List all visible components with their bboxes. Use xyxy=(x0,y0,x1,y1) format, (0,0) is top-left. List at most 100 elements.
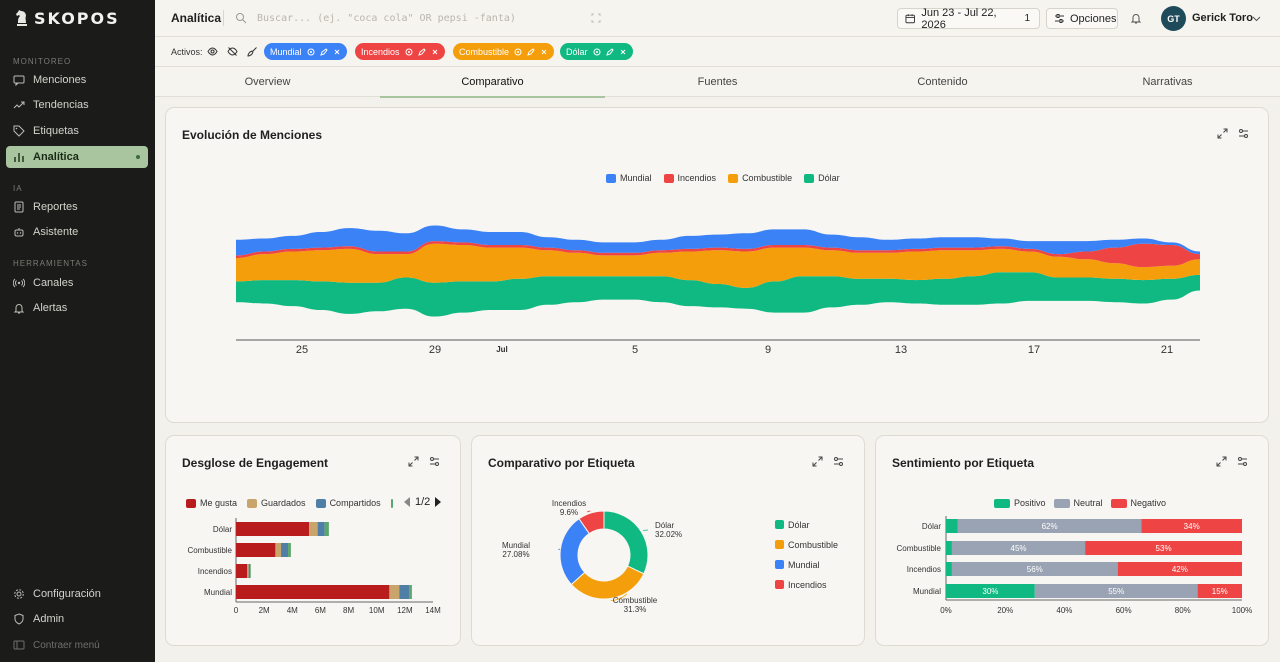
sidebar-item-etiquetas[interactable]: Etiquetas xyxy=(6,120,148,142)
sidebar-item-admin[interactable]: Admin xyxy=(6,608,148,630)
collapse-menu-button[interactable]: Contraer menú xyxy=(6,634,148,656)
tab-fuentes[interactable]: Fuentes xyxy=(697,76,738,88)
legend-label[interactable]: Dólar xyxy=(788,520,810,530)
tab-narrativas[interactable]: Narrativas xyxy=(1142,76,1193,88)
settings-sliders-icon[interactable] xyxy=(1238,128,1249,139)
bar-segment[interactable] xyxy=(1085,541,1242,555)
avatar[interactable]: GT xyxy=(1161,6,1186,31)
pencil-icon[interactable] xyxy=(527,47,535,56)
legend-dolar[interactable]: Dólar xyxy=(804,173,840,183)
legend-positivo[interactable]: Positivo xyxy=(994,498,1046,508)
bar-segment[interactable] xyxy=(236,564,248,578)
target-icon[interactable] xyxy=(405,48,413,56)
target-icon[interactable] xyxy=(514,48,522,56)
bar-segment[interactable] xyxy=(247,564,249,578)
legend-incendios[interactable]: Incendios xyxy=(663,173,716,183)
stream-area-mundial[interactable] xyxy=(236,225,1200,256)
bar-segment[interactable] xyxy=(946,584,1035,598)
bar-segment[interactable] xyxy=(1141,519,1242,533)
sidebar-item-reportes[interactable]: Reportes xyxy=(6,196,148,218)
legend-compartidos[interactable]: Compartidos xyxy=(315,498,381,508)
options-button[interactable]: Opciones xyxy=(1046,8,1118,29)
sidebar-item-tendencias[interactable]: Tendencias xyxy=(6,94,148,116)
bar-segment[interactable] xyxy=(951,541,1086,555)
bar-segment[interactable] xyxy=(236,543,276,557)
search-input[interactable] xyxy=(257,10,587,26)
bar-segment[interactable] xyxy=(951,562,1118,576)
filter-chip-dolar[interactable]: Dólar xyxy=(560,43,633,60)
pencil-icon[interactable] xyxy=(417,47,426,56)
brand-logo[interactable]: SKOPOS xyxy=(14,8,120,28)
tab-contenido[interactable]: Contenido xyxy=(917,76,968,88)
legend-guardados[interactable]: Guardados xyxy=(247,498,306,508)
maximize-icon[interactable] xyxy=(1217,128,1228,139)
bar-segment[interactable] xyxy=(946,562,952,576)
maximize-icon[interactable] xyxy=(408,456,419,467)
filter-chip-combustible[interactable]: Combustible xyxy=(453,43,555,60)
settings-sliders-icon[interactable] xyxy=(1237,456,1248,467)
sidebar-item-canales[interactable]: Canales xyxy=(6,272,148,294)
sidebar-item-analitica[interactable]: Analítica xyxy=(6,146,148,168)
settings-sliders-icon[interactable] xyxy=(833,456,844,467)
stream-area-dólar[interactable] xyxy=(236,272,1200,317)
bar-segment[interactable] xyxy=(250,564,251,578)
filter-chip-incendios[interactable]: Incendios xyxy=(355,43,445,60)
bar-segment[interactable] xyxy=(946,541,952,555)
sidebar-item-alertas[interactable]: Alertas xyxy=(6,297,148,319)
bar-segment[interactable] xyxy=(1117,562,1242,576)
target-icon[interactable] xyxy=(307,48,315,56)
tab-comparativo[interactable]: Comparativo xyxy=(380,67,605,98)
bar-segment[interactable] xyxy=(957,519,1142,533)
legend-label[interactable]: Incendios xyxy=(788,580,827,590)
maximize-icon[interactable] xyxy=(812,456,823,467)
legend-neutral[interactable]: Neutral xyxy=(1053,498,1103,508)
eye-off-icon[interactable] xyxy=(227,46,238,57)
user-name[interactable]: Gerick Toro xyxy=(1192,12,1253,24)
donut-slice-0[interactable] xyxy=(603,510,649,575)
sidebar-item-asistente[interactable]: Asistente xyxy=(6,221,148,243)
sidebar-item-menciones[interactable]: Menciones xyxy=(6,69,148,91)
bar-segment[interactable] xyxy=(236,585,390,599)
filter-chip-mundial[interactable]: Mundial xyxy=(264,43,347,60)
legend-combustible[interactable]: Combustible xyxy=(728,173,792,183)
legend-label[interactable]: Combustible xyxy=(788,540,838,550)
sidebar-item-configuracion[interactable]: Configuración xyxy=(6,583,148,605)
next-page-icon[interactable] xyxy=(434,497,442,507)
tab-overview[interactable]: Overview xyxy=(244,76,291,88)
stream-area-combustible[interactable] xyxy=(236,243,1200,288)
legend-negativo[interactable]: Negativo xyxy=(1110,498,1166,508)
bar-segment[interactable] xyxy=(324,522,329,536)
prev-page-icon[interactable] xyxy=(404,497,411,507)
legend-mundial[interactable]: Mundial xyxy=(606,173,652,183)
close-icon[interactable] xyxy=(431,48,439,56)
expand-icon[interactable] xyxy=(591,13,601,23)
bar-segment[interactable] xyxy=(389,585,400,599)
legend-me-gusta[interactable]: Me gusta xyxy=(186,498,237,508)
pencil-icon[interactable] xyxy=(319,47,328,56)
close-icon[interactable] xyxy=(540,48,548,56)
chevron-down-icon[interactable] xyxy=(1252,14,1261,23)
bar-segment[interactable] xyxy=(1034,584,1198,598)
close-icon[interactable] xyxy=(333,48,341,56)
legend-label[interactable]: Mundial xyxy=(788,560,820,570)
pencil-icon[interactable] xyxy=(605,47,614,56)
date-range-button[interactable]: Jun 23 - Jul 22, 2026 1 xyxy=(897,7,1040,31)
bar-segment[interactable] xyxy=(236,522,310,536)
bar-segment[interactable] xyxy=(288,543,291,557)
bar-segment[interactable] xyxy=(1197,584,1242,598)
bar-segment[interactable] xyxy=(248,564,251,578)
bar-segment[interactable] xyxy=(281,543,289,557)
bar-segment[interactable] xyxy=(317,522,325,536)
target-icon[interactable] xyxy=(593,48,601,56)
bar-segment[interactable] xyxy=(409,585,412,599)
settings-sliders-icon[interactable] xyxy=(429,456,440,467)
eye-icon[interactable] xyxy=(207,46,218,57)
donut-slice-3[interactable] xyxy=(578,510,605,535)
close-icon[interactable] xyxy=(619,48,627,56)
bar-segment[interactable] xyxy=(275,543,282,557)
broom-icon[interactable] xyxy=(247,46,258,57)
maximize-icon[interactable] xyxy=(1216,456,1227,467)
notifications-bell-icon[interactable] xyxy=(1130,12,1142,24)
bar-segment[interactable] xyxy=(399,585,410,599)
legend-partial[interactable] xyxy=(390,498,397,508)
